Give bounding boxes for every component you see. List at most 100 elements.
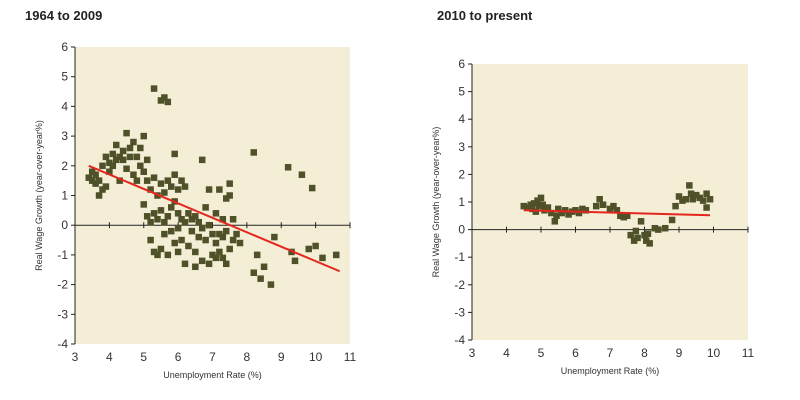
data-point bbox=[579, 205, 586, 213]
data-point bbox=[537, 194, 545, 202]
data-point bbox=[164, 177, 172, 184]
data-point bbox=[267, 281, 275, 288]
data-point bbox=[257, 275, 264, 282]
data-point bbox=[181, 183, 189, 190]
x-tick-label: 5 bbox=[538, 346, 545, 360]
data-point bbox=[171, 239, 178, 247]
data-point bbox=[642, 237, 650, 244]
data-point bbox=[565, 211, 572, 218]
x-tick-label: 6 bbox=[175, 350, 182, 364]
data-point bbox=[164, 251, 172, 259]
data-point bbox=[575, 209, 583, 217]
data-point bbox=[140, 132, 147, 140]
data-point bbox=[637, 218, 645, 225]
x-tick-label: 11 bbox=[344, 350, 357, 364]
data-point bbox=[88, 168, 96, 175]
data-point bbox=[610, 202, 617, 210]
x-tick-label: 10 bbox=[309, 350, 323, 364]
x-tick-label: 11 bbox=[742, 346, 755, 360]
data-point bbox=[140, 201, 147, 208]
data-point bbox=[137, 162, 144, 170]
y-axis-label: Real Wage Growth (year-over-year%) bbox=[34, 120, 44, 271]
data-point bbox=[646, 240, 653, 247]
trend-line bbox=[523, 209, 711, 217]
data-point bbox=[154, 216, 161, 223]
data-point bbox=[143, 177, 151, 184]
chart-title-left: 1964 to 2009 bbox=[25, 8, 103, 23]
data-point bbox=[333, 251, 340, 259]
data-point bbox=[632, 227, 640, 235]
data-point bbox=[143, 213, 151, 220]
data-point bbox=[558, 209, 565, 217]
data-point bbox=[572, 207, 579, 214]
data-point bbox=[689, 195, 697, 203]
data-point bbox=[530, 200, 538, 207]
data-point bbox=[236, 239, 244, 247]
data-point bbox=[171, 150, 178, 158]
data-point bbox=[596, 195, 603, 203]
x-tick-label: 8 bbox=[244, 350, 251, 364]
y-tick-label: -1 bbox=[454, 250, 465, 264]
y-tick-label: -3 bbox=[454, 305, 465, 319]
data-point bbox=[599, 201, 607, 209]
y-tick-label: 0 bbox=[61, 218, 68, 232]
data-point bbox=[168, 204, 175, 211]
data-point bbox=[617, 212, 624, 220]
data-point bbox=[219, 254, 227, 262]
data-point bbox=[143, 156, 151, 164]
x-tick-label: 10 bbox=[707, 346, 721, 360]
data-point bbox=[592, 202, 600, 210]
y-tick-label: 1 bbox=[61, 189, 68, 203]
data-point bbox=[92, 180, 99, 187]
y-tick-label: -2 bbox=[57, 278, 68, 292]
data-point bbox=[319, 254, 326, 262]
data-point bbox=[209, 230, 216, 238]
data-point bbox=[157, 207, 165, 214]
data-point bbox=[174, 210, 182, 217]
data-point bbox=[229, 236, 237, 244]
data-point bbox=[655, 226, 662, 233]
data-point bbox=[308, 184, 316, 192]
data-point bbox=[624, 212, 631, 220]
data-point bbox=[226, 192, 233, 199]
data-point bbox=[627, 231, 634, 239]
data-point bbox=[178, 177, 185, 184]
data-point bbox=[613, 207, 621, 214]
x-tick-label: 3 bbox=[72, 350, 79, 364]
data-point bbox=[699, 197, 707, 204]
data-point bbox=[641, 231, 648, 239]
data-point bbox=[687, 190, 695, 197]
data-point bbox=[634, 234, 641, 242]
data-point bbox=[250, 149, 257, 156]
data-point bbox=[102, 153, 110, 161]
data-point bbox=[95, 177, 103, 184]
data-point bbox=[686, 182, 693, 189]
data-point bbox=[106, 168, 113, 175]
data-point bbox=[174, 186, 182, 193]
data-point bbox=[672, 202, 679, 210]
data-point bbox=[157, 245, 165, 253]
data-point bbox=[527, 201, 534, 209]
data-point bbox=[161, 230, 168, 238]
x-tick-label: 4 bbox=[106, 350, 113, 364]
data-point bbox=[606, 205, 614, 213]
data-point bbox=[706, 195, 714, 203]
data-point bbox=[92, 171, 99, 178]
data-point bbox=[154, 251, 161, 259]
plot-area bbox=[75, 47, 350, 344]
data-point bbox=[164, 98, 172, 106]
data-point bbox=[561, 207, 569, 214]
data-point bbox=[109, 150, 117, 158]
data-point bbox=[198, 257, 206, 265]
data-point bbox=[202, 204, 209, 211]
y-tick-label: 1 bbox=[458, 195, 465, 209]
data-point bbox=[168, 183, 175, 190]
data-point bbox=[651, 224, 659, 232]
data-point bbox=[188, 216, 196, 223]
data-point bbox=[529, 205, 536, 213]
data-point bbox=[130, 138, 137, 146]
y-tick-label: 3 bbox=[458, 140, 465, 154]
y-tick-label: -4 bbox=[454, 333, 465, 347]
data-point bbox=[532, 208, 540, 215]
data-point bbox=[696, 194, 703, 202]
